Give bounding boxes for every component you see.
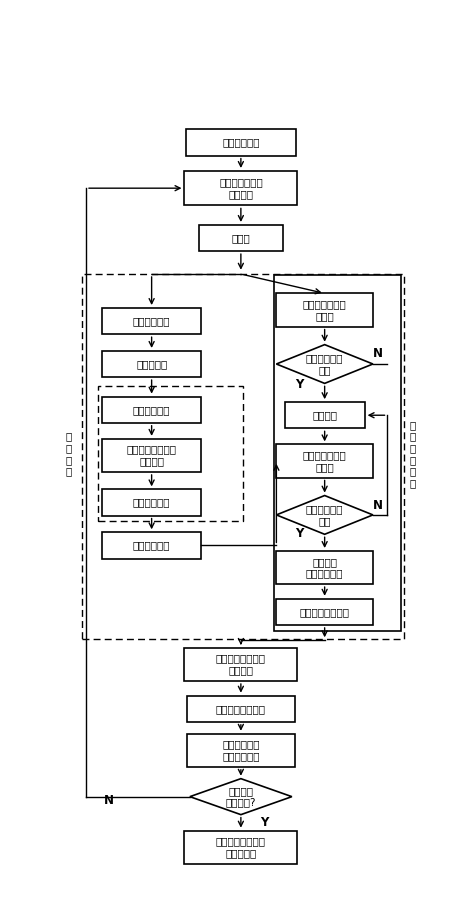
Text: 提取单一波段与
光谱值: 提取单一波段与 光谱值: [303, 450, 346, 472]
FancyBboxPatch shape: [187, 696, 295, 722]
Text: 参
数
设
置: 参 数 设 置: [66, 432, 72, 476]
FancyBboxPatch shape: [184, 171, 298, 206]
Text: 设置离散光谱累计
采集次数: 设置离散光谱累计 采集次数: [126, 445, 177, 467]
Text: N: N: [372, 500, 383, 512]
Text: 采集数据: 采集数据: [312, 410, 337, 420]
FancyBboxPatch shape: [102, 308, 201, 334]
FancyBboxPatch shape: [186, 129, 296, 156]
FancyBboxPatch shape: [187, 734, 295, 767]
Text: 判别内部品质
输出检测结果: 判别内部品质 输出检测结果: [222, 740, 259, 761]
Text: 待测瓜果样品: 待测瓜果样品: [222, 138, 259, 147]
Text: 保存数据
进行平均计算: 保存数据 进行平均计算: [306, 556, 344, 578]
Text: 设置平滑点数: 设置平滑点数: [133, 497, 171, 507]
FancyBboxPatch shape: [276, 599, 373, 625]
FancyBboxPatch shape: [102, 532, 201, 558]
Text: 是否小于设定
阈值: 是否小于设定 阈值: [306, 353, 344, 375]
FancyBboxPatch shape: [276, 551, 373, 584]
Text: 是否大于设置
阈值: 是否大于设置 阈值: [306, 504, 344, 526]
Polygon shape: [276, 495, 373, 534]
Text: 光谱仪初始化: 光谱仪初始化: [133, 316, 171, 326]
Text: 获取光谱曲线: 获取光谱曲线: [133, 540, 171, 550]
Text: 光谱仪: 光谱仪: [232, 233, 250, 243]
Text: Y: Y: [295, 527, 303, 540]
FancyBboxPatch shape: [274, 275, 401, 630]
Text: 退出软件系统，关
闭硬件平台: 退出软件系统，关 闭硬件平台: [216, 836, 266, 858]
FancyBboxPatch shape: [199, 225, 283, 251]
FancyBboxPatch shape: [276, 444, 373, 477]
Text: 螺旋输送装置及
控制系统: 螺旋输送装置及 控制系统: [219, 177, 263, 199]
FancyBboxPatch shape: [184, 831, 298, 864]
FancyBboxPatch shape: [102, 489, 201, 516]
Text: 打开光谱仪: 打开光谱仪: [136, 359, 167, 369]
Text: 导入已有检测模型: 导入已有检测模型: [216, 704, 266, 714]
FancyBboxPatch shape: [102, 439, 201, 472]
Text: Y: Y: [260, 815, 269, 829]
FancyBboxPatch shape: [102, 396, 201, 423]
Text: Y: Y: [295, 378, 303, 391]
Text: N: N: [104, 794, 114, 806]
FancyBboxPatch shape: [184, 648, 298, 681]
FancyBboxPatch shape: [276, 293, 373, 326]
Polygon shape: [190, 779, 292, 814]
Text: N: N: [372, 347, 383, 360]
Text: 设置积分时间: 设置积分时间: [133, 405, 171, 414]
Text: 保存当前光谱数据: 保存当前光谱数据: [300, 607, 350, 617]
Text: 提取单一波段与
光谱值: 提取单一波段与 光谱值: [303, 299, 346, 321]
Text: 所有样品
检测完毕?: 所有样品 检测完毕?: [226, 786, 256, 807]
Polygon shape: [276, 344, 373, 383]
FancyBboxPatch shape: [102, 351, 201, 378]
Text: 光
谱
数
据
采
集: 光 谱 数 据 采 集: [410, 420, 416, 488]
FancyBboxPatch shape: [285, 402, 365, 429]
Text: 内部品质检测需的
光谱数据: 内部品质检测需的 光谱数据: [216, 654, 266, 675]
